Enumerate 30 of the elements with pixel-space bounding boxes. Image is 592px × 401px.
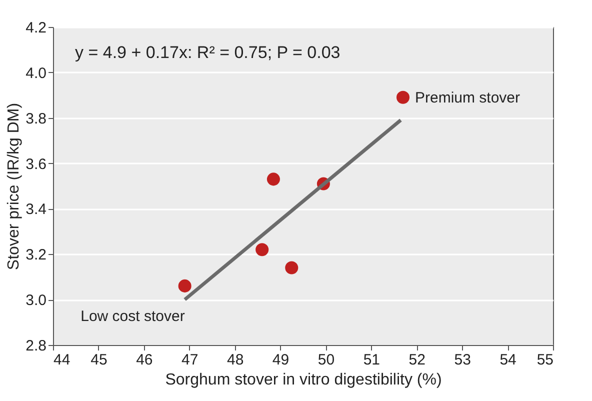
x-tick-label: 52 [408,352,426,368]
y-tick-label: 2.8 [26,338,46,354]
annotation: Premium stover [415,89,520,106]
x-tick-label: 47 [182,352,198,368]
y-tick-label: 4.2 [26,20,46,36]
y-tick-label: 3.6 [26,156,46,173]
point [396,90,410,104]
x-axis-title: Sorghum stover in vitro digestibility (%) [165,372,442,388]
x-tick-label: 45 [90,352,108,368]
x-tick-label: 54 [500,352,516,368]
annotation: y = 4.9 + 0.17x: R² = 0.75; P = 0.03 [75,43,340,62]
x-tick-label: 44 [54,352,70,368]
point [266,172,280,186]
point [285,261,298,274]
x-tick-label: 51 [363,352,380,368]
x-tick-label: 48 [226,352,244,368]
x-tick-label: 50 [318,352,335,368]
y-tick-label: 3.2 [26,246,46,264]
y-tick-label: 3.0 [26,292,46,310]
point [256,243,269,256]
x-tick-label: 55 [536,352,554,368]
x-tick-label: 49 [272,352,290,368]
y-tick-label: 3.4 [26,201,46,218]
y-axis-title: Stover price (IR/kg DM) [6,102,23,270]
point [178,279,192,292]
x-tick-label: 53 [454,352,471,368]
annotation: Low cost stover [80,308,185,325]
x-tick-label: 46 [136,352,153,368]
y-tick-label: 3.8 [26,110,46,128]
y-tick-label: 4.0 [26,64,46,82]
